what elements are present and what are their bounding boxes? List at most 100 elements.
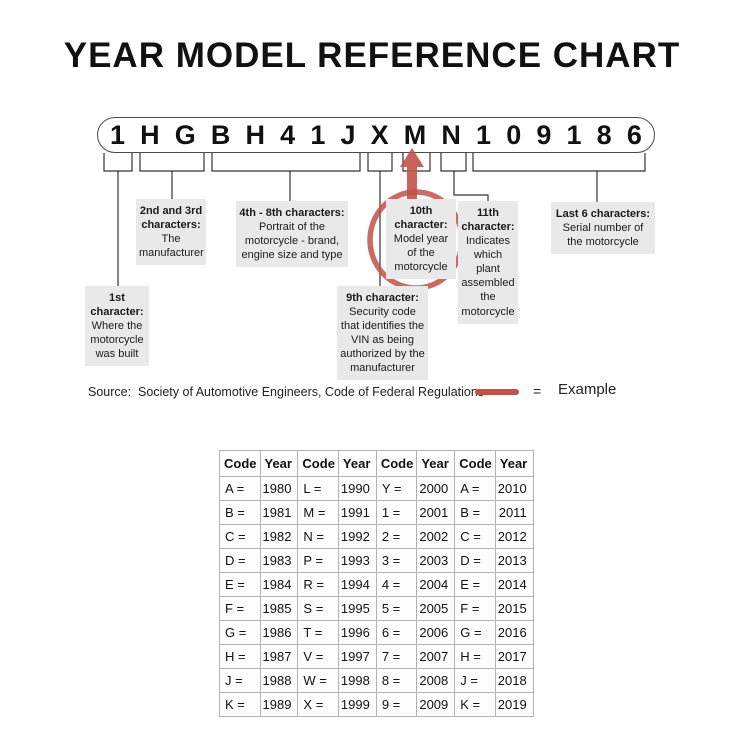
- year-cell: 1985: [259, 596, 299, 621]
- callout-10th-character: 10th character: Model year of the motorc…: [386, 199, 456, 280]
- vin-character: 0: [506, 119, 522, 150]
- vin-character: M: [403, 119, 427, 150]
- vin-character: 8: [596, 119, 612, 150]
- year-cell: 1987: [259, 644, 299, 669]
- year-cell: 2019: [494, 692, 534, 717]
- year-cell: 2008: [416, 668, 456, 693]
- table-row: A = 1980 L = 1990 Y = 2000 A = 2010: [219, 476, 534, 501]
- highlight-arrow-to-M: [400, 148, 424, 201]
- code-cell: C =: [454, 524, 496, 549]
- callout-body: Where the motorcycle was built: [90, 320, 144, 361]
- year-cell: 2007: [416, 644, 456, 669]
- code-cell: G =: [219, 620, 261, 645]
- code-cell: K =: [219, 692, 261, 717]
- year-cell: 1989: [259, 692, 299, 717]
- year-cell: 1986: [259, 620, 299, 645]
- code-cell: E =: [219, 572, 261, 597]
- table-row: B = 1981 M = 1991 1 = 2001 B = 2011: [219, 500, 534, 525]
- year-cell: 2004: [416, 572, 456, 597]
- year-cell: 1994: [337, 572, 377, 597]
- vin-character: H: [140, 119, 160, 150]
- table-row: E = 1984 R = 1994 4 = 2004 E = 2014: [219, 572, 534, 597]
- year-cell: 2003: [416, 548, 456, 573]
- code-cell: A =: [454, 476, 496, 501]
- callout-title: 1st character:: [90, 292, 144, 319]
- stem-11th-char: [453, 171, 489, 201]
- code-cell: C =: [219, 524, 261, 549]
- bracket-1st-char: [103, 153, 133, 172]
- callout-body: Serial number of the motorcycle: [562, 222, 644, 249]
- bracket-11th-char: [440, 153, 467, 172]
- code-cell: B =: [219, 500, 261, 525]
- table-header-cell: Year: [494, 450, 534, 477]
- code-cell: F =: [454, 596, 496, 621]
- code-cell: N =: [297, 524, 339, 549]
- year-cell: 2011: [494, 500, 534, 525]
- year-cell: 2001: [416, 500, 456, 525]
- code-cell: 7 =: [375, 644, 418, 669]
- year-cell: 1993: [337, 548, 377, 573]
- code-cell: Y =: [375, 476, 418, 501]
- code-cell: F =: [219, 596, 261, 621]
- page-title: YEAR MODEL REFERENCE CHART: [63, 36, 681, 75]
- vin-character: B: [210, 119, 231, 150]
- table-header-row: Code Year Code Year Code Year Code Year: [219, 450, 534, 477]
- code-cell: P =: [297, 548, 339, 573]
- year-cell: 2014: [494, 572, 534, 597]
- code-cell: S =: [297, 596, 339, 621]
- legend-equals-sign: =: [533, 383, 542, 399]
- year-cell: 2012: [494, 524, 534, 549]
- code-cell: 8 =: [375, 668, 418, 693]
- bracket-9th-char: [367, 153, 393, 172]
- code-cell: H =: [454, 644, 496, 669]
- callout-9th-character: 9th character: Security code that identi…: [337, 286, 428, 381]
- code-cell: 2 =: [375, 524, 418, 549]
- callout-body: The manufacturer: [139, 233, 204, 260]
- code-cell: A =: [219, 476, 261, 501]
- year-cell: 2016: [494, 620, 534, 645]
- code-cell: 3 =: [375, 548, 418, 573]
- year-cell: 2013: [494, 548, 534, 573]
- code-cell: L =: [297, 476, 339, 501]
- example-red-line-icon: [475, 389, 519, 395]
- source-attribution: Source: Society of Automotive Engineers,…: [88, 385, 485, 399]
- year-cell: 1988: [259, 668, 299, 693]
- callout-title: 11th character:: [461, 207, 515, 234]
- year-cell: 1984: [259, 572, 299, 597]
- year-cell: 2018: [494, 668, 534, 693]
- code-cell: W =: [297, 668, 339, 693]
- callout-body: Indicates which plant assembled the moto…: [461, 235, 515, 318]
- vin-character: 4: [280, 119, 296, 150]
- vin-character: 1: [566, 119, 582, 150]
- year-cell: 2010: [494, 476, 534, 501]
- code-cell: G =: [454, 620, 496, 645]
- vin-character: 1: [476, 119, 492, 150]
- year-cell: 1990: [337, 476, 377, 501]
- code-cell: R =: [297, 572, 339, 597]
- code-cell: E =: [454, 572, 496, 597]
- legend-example-label: Example: [558, 381, 617, 398]
- code-cell: V =: [297, 644, 339, 669]
- code-cell: T =: [297, 620, 339, 645]
- callout-11th-character: 11th character: Indicates which plant as…: [458, 201, 518, 324]
- year-cell: 1998: [337, 668, 377, 693]
- code-cell: D =: [219, 548, 261, 573]
- year-cell: 1997: [337, 644, 377, 669]
- table-header-cell: Code: [219, 450, 261, 477]
- code-cell: M =: [297, 500, 339, 525]
- callout-4th-8th-characters: 4th - 8th characters: Portrait of the mo…: [236, 201, 348, 268]
- table-row: H = 1987 V = 1997 7 = 2007 H = 2017: [219, 644, 534, 669]
- year-cell: 1980: [259, 476, 299, 501]
- table-header-cell: Year: [337, 450, 377, 477]
- code-cell: 1 =: [375, 500, 418, 525]
- vin-character: 9: [536, 119, 552, 150]
- callout-1st-character: 1st character: Where the motorcycle was …: [85, 286, 149, 367]
- table-header-cell: Year: [416, 450, 456, 477]
- callout-title: 10th character:: [394, 205, 448, 232]
- table-row: J = 1988 W = 1998 8 = 2008 J = 2018: [219, 668, 534, 693]
- table-row: F = 1985 S = 1995 5 = 2005 F = 2015: [219, 596, 534, 621]
- table-row: C = 1982 N = 1992 2 = 2002 C = 2012: [219, 524, 534, 549]
- year-cell: 1991: [337, 500, 377, 525]
- year-cell: 1995: [337, 596, 377, 621]
